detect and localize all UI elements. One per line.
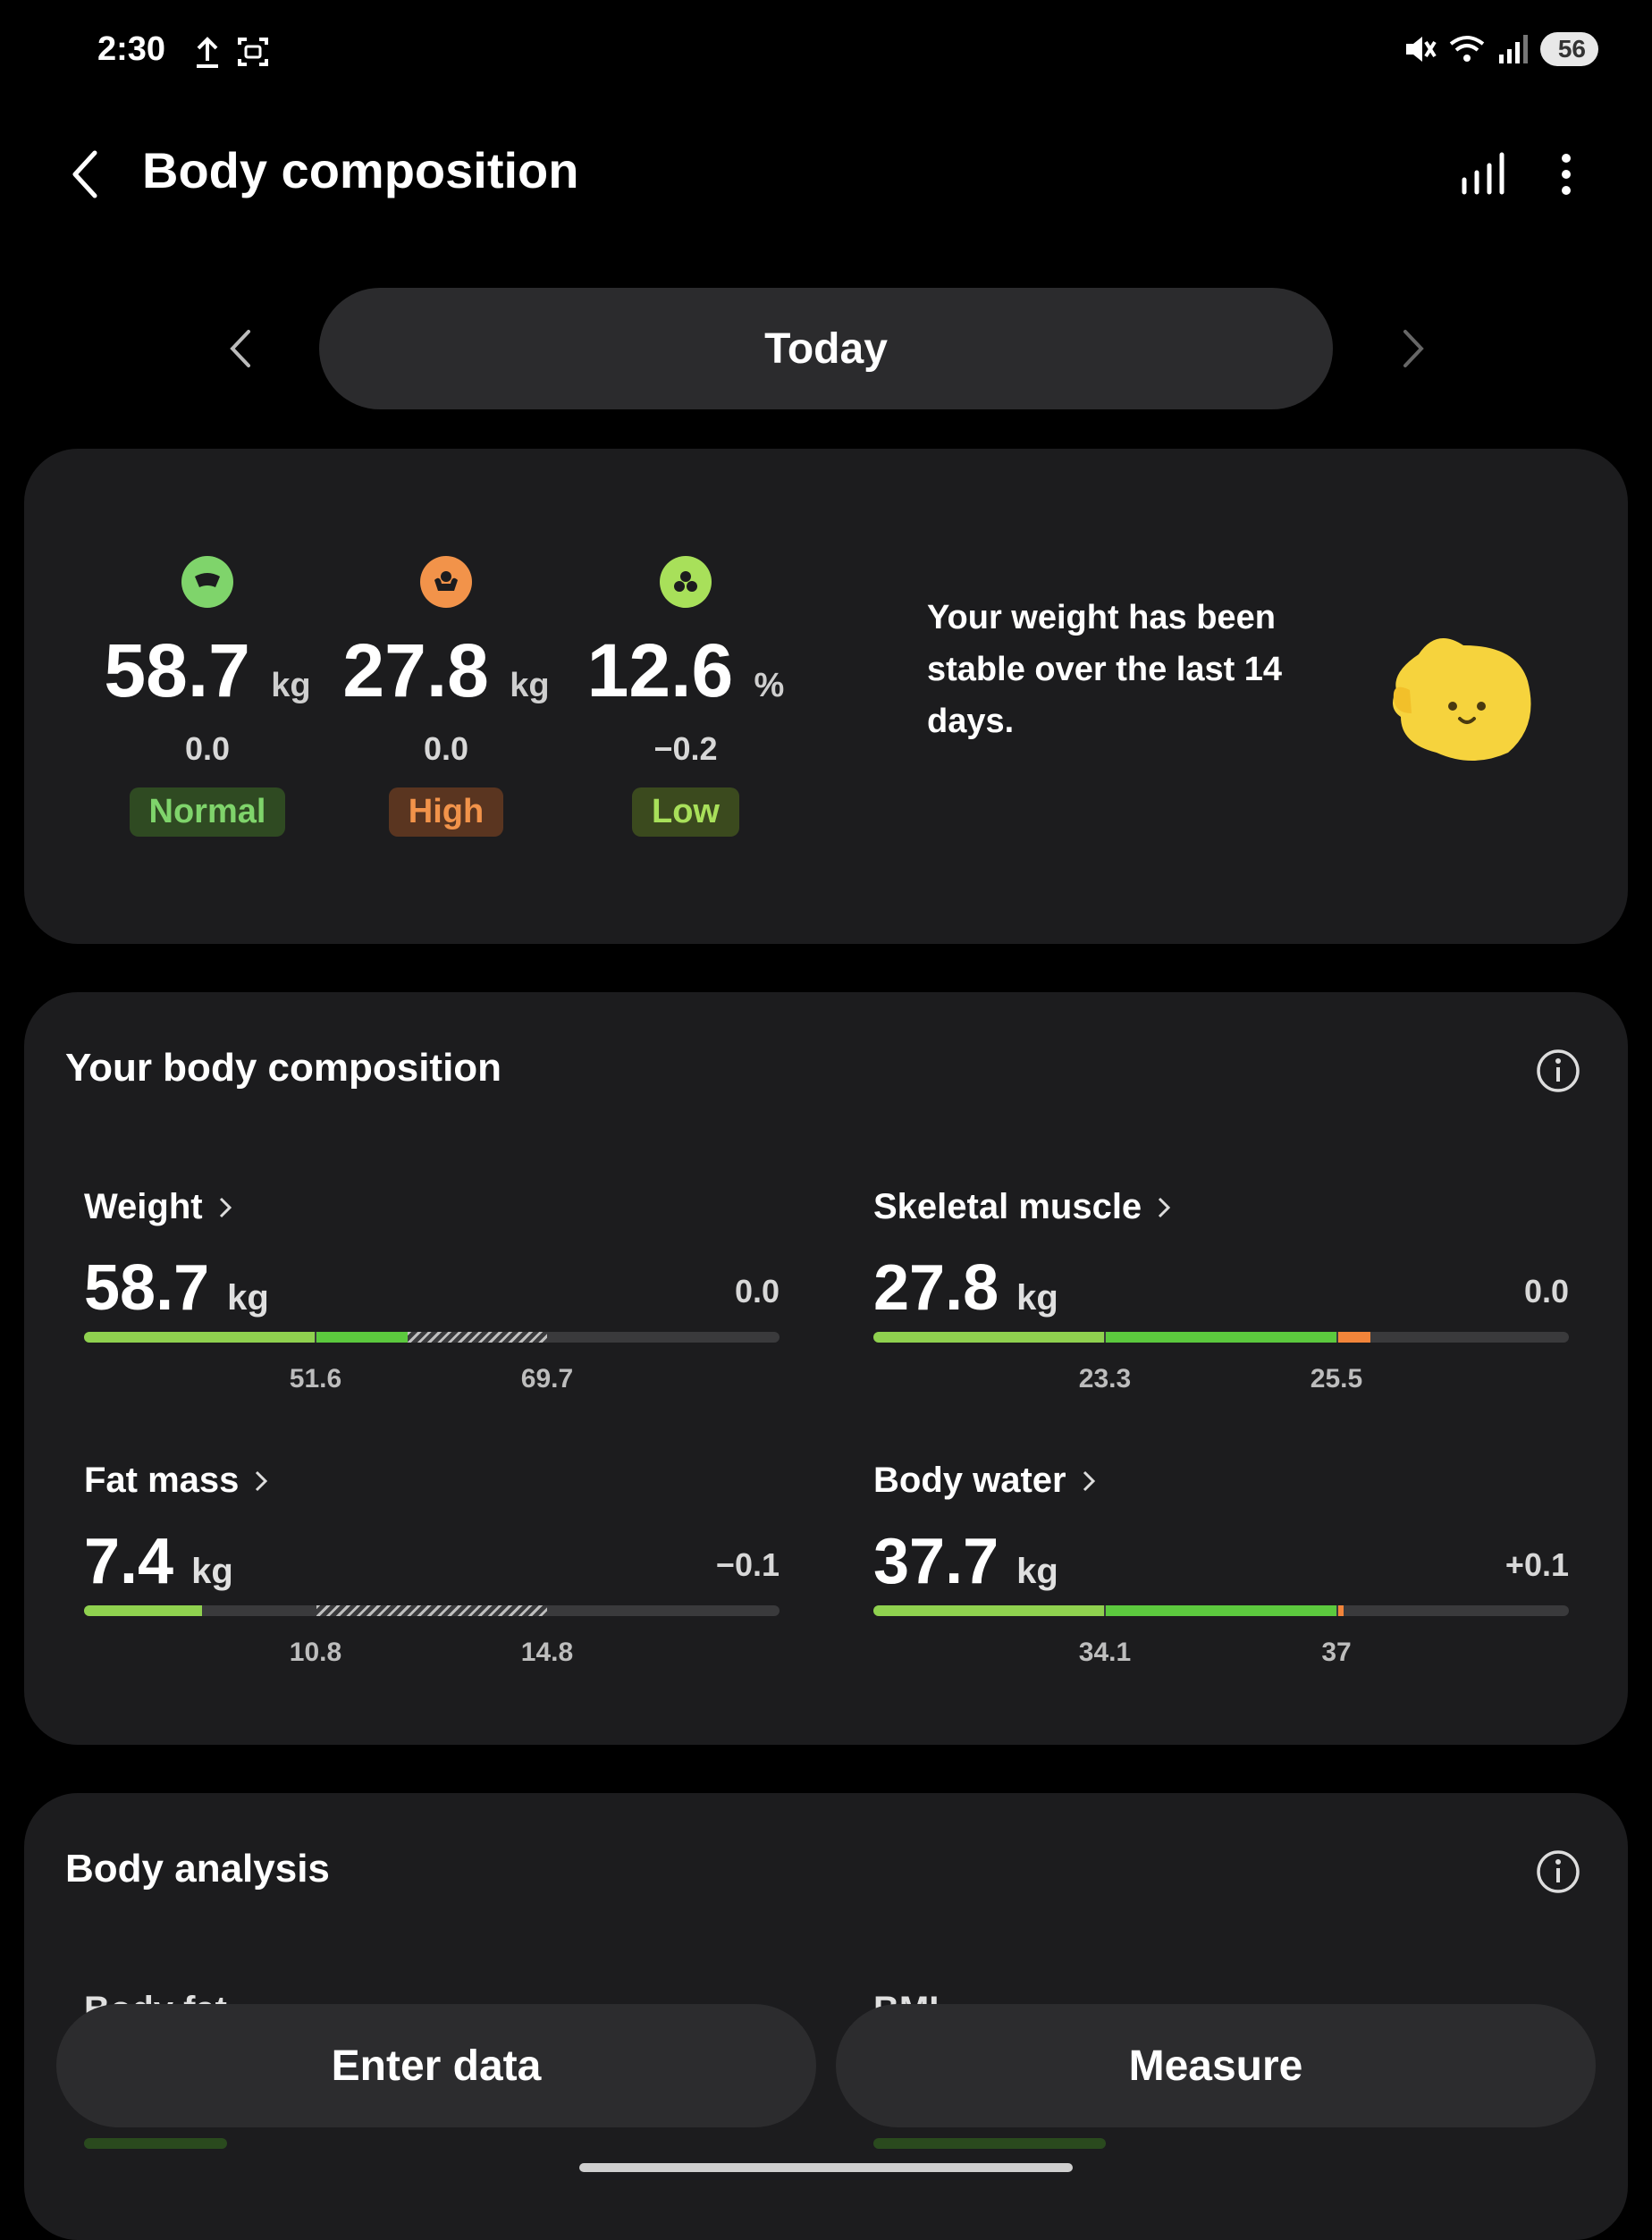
weight-range-high: 69.7 [520, 1364, 574, 1394]
body-fat-summary: 12.6 % −0.2 Low [560, 556, 811, 837]
muscle-summary-delta: 0.0 [423, 730, 469, 767]
info-icon[interactable] [1535, 1048, 1581, 1094]
body-fat-range-bar [84, 2138, 227, 2149]
body-water-range-high: 37 [1321, 1638, 1352, 1667]
weight-summary-delta: 0.0 [184, 730, 231, 767]
body-fat-summary-unit: % [754, 667, 785, 704]
muscle-summary-unit: kg [510, 667, 550, 704]
mute-icon [1405, 37, 1437, 62]
status-badge-high: High [388, 787, 504, 837]
body-fat-summary-value: 12.6 [586, 628, 734, 712]
screenshot-icon [238, 38, 268, 66]
body-fat-icon [660, 556, 712, 608]
composition-title: Your body composition [65, 1046, 502, 1090]
skeletal-muscle-range-high: 25.5 [1310, 1364, 1363, 1394]
fat-mass-range-high: 14.8 [520, 1638, 574, 1667]
body-water-delta: +0.1 [1504, 1546, 1569, 1583]
date-selector[interactable]: Today [319, 288, 1333, 409]
wifi-icon [1449, 36, 1485, 62]
body-water-unit: kg [1016, 1552, 1058, 1591]
chevron-right-icon [1083, 1470, 1095, 1491]
chevron-right-icon [219, 1197, 232, 1217]
weight-value: 58.7 [84, 1252, 210, 1324]
weight-summary-unit: kg [271, 667, 311, 704]
battery-indicator: 56 [1539, 32, 1598, 66]
body-water-range-bar [873, 1605, 1569, 1616]
weight-unit: kg [227, 1278, 269, 1318]
body-water-label: Body water [873, 1461, 1066, 1500]
signal-icon [1498, 35, 1528, 63]
next-date-button[interactable] [1395, 326, 1430, 371]
more-options-icon[interactable] [1547, 147, 1586, 201]
fat-mass-metric[interactable]: Fat mass 7.4 kg −0.1 10.8 14.8 [84, 1461, 780, 1702]
composition-card: Your body composition Weight 58.7 kg 0.0… [24, 992, 1628, 1745]
skeletal-muscle-range-low: 23.3 [1078, 1364, 1132, 1394]
chevron-right-icon [1159, 1197, 1171, 1217]
chevron-right-icon [256, 1470, 268, 1491]
status-badge-low: Low [632, 787, 739, 837]
fat-mass-label: Fat mass [84, 1461, 240, 1500]
mascot-icon [1393, 638, 1531, 761]
fat-mass-value: 7.4 [84, 1526, 174, 1597]
chart-icon[interactable] [1457, 147, 1511, 201]
weight-delta: 0.0 [734, 1273, 780, 1309]
page-title: Body composition [142, 142, 579, 198]
skeletal-muscle-value: 27.8 [873, 1252, 999, 1324]
enter-data-button[interactable]: Enter data [56, 2004, 816, 2127]
fat-mass-unit: kg [191, 1552, 233, 1591]
skeletal-muscle-delta: 0.0 [1523, 1273, 1569, 1309]
skeletal-muscle-unit: kg [1016, 1278, 1058, 1318]
back-button[interactable] [63, 147, 107, 201]
body-water-range-low: 34.1 [1078, 1638, 1132, 1667]
fat-mass-range-bar [84, 1605, 780, 1616]
weight-range-low: 51.6 [289, 1364, 342, 1394]
measure-button[interactable]: Measure [836, 2004, 1596, 2127]
upload-icon [197, 37, 218, 68]
muscle-summary: 27.8 kg 0.0 High [321, 556, 571, 837]
summary-card: 58.7 kg 0.0 Normal 27.8 kg 0.0 High 12.6… [24, 449, 1628, 944]
body-fat-summary-delta: −0.2 [653, 730, 718, 767]
muscle-summary-value: 27.8 [342, 628, 489, 712]
weight-summary-value: 58.7 [104, 628, 250, 712]
weight-label: Weight [84, 1187, 203, 1226]
info-icon[interactable] [1535, 1848, 1581, 1895]
body-water-value: 37.7 [873, 1526, 999, 1597]
body-analysis-title: Body analysis [65, 1847, 330, 1891]
weight-range-bar [84, 1332, 780, 1343]
status-badge-normal: Normal [129, 787, 286, 837]
muscle-icon [420, 556, 472, 608]
fat-mass-range-low: 10.8 [289, 1638, 342, 1667]
home-indicator[interactable] [579, 2163, 1073, 2172]
bmi-range-bar [873, 2138, 1106, 2149]
summary-message: Your weight has been stable over the las… [927, 599, 1283, 740]
status-time: 2:30 [97, 30, 166, 68]
fat-mass-delta: −0.1 [715, 1546, 780, 1583]
weight-summary: 58.7 kg 0.0 Normal [82, 556, 333, 837]
weight-metric[interactable]: Weight 58.7 kg 0.0 51.6 69.7 [84, 1187, 780, 1428]
weight-scale-icon [181, 556, 233, 608]
previous-date-button[interactable] [223, 326, 259, 371]
skeletal-muscle-label: Skeletal muscle [873, 1187, 1142, 1226]
body-water-metric[interactable]: Body water 37.7 kg +0.1 34.1 37 [873, 1461, 1569, 1702]
skeletal-muscle-metric[interactable]: Skeletal muscle 27.8 kg 0.0 23.3 25.5 [873, 1187, 1569, 1428]
skeletal-muscle-range-bar [873, 1332, 1569, 1343]
